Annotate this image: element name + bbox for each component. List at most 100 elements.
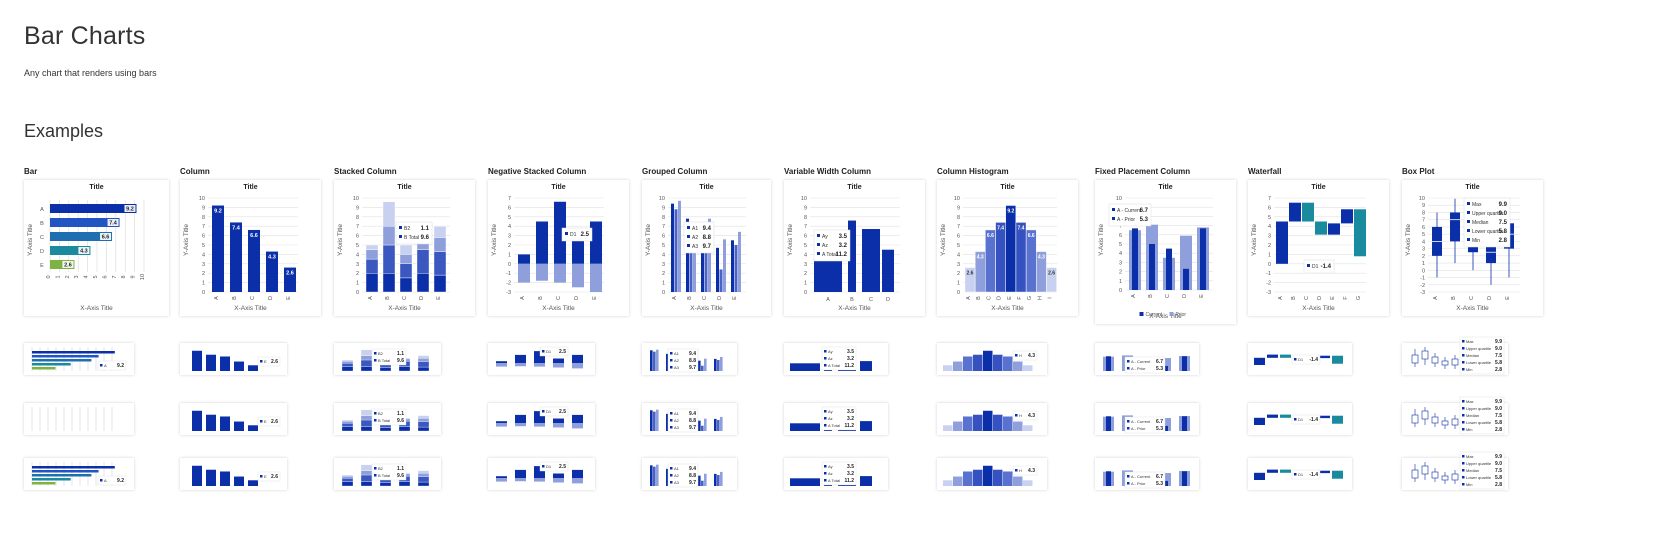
box [1421,465,1429,475]
bar [32,470,99,473]
tooltip-value: 11.2 [845,363,855,369]
tooltip-value: 9.9 [1499,202,1508,208]
y-tick-label: 3 [1268,234,1271,240]
bar-segment [360,359,373,367]
y-tick-label: 3 [662,262,665,268]
bar-segment [341,359,354,362]
bar [983,465,993,486]
tooltip-value: 2.8 [1499,238,1508,244]
bar [206,414,216,431]
mini-chart: E 2.6 [180,343,287,375]
mini-chart: D1 2.5 [488,403,595,435]
tooltip-value: 5.3 [1140,217,1149,223]
tooltip-name: A - Prior [1131,366,1146,371]
tooltip-value: 2.6 [271,359,278,365]
y-tick-label: 1 [1119,279,1122,285]
bar [234,421,244,431]
bar-negative [534,478,545,482]
box [1451,473,1459,481]
bar [698,420,701,431]
bar [714,358,717,371]
y-tick-label: 1 [202,281,205,287]
data-label: 6.6 [1028,233,1035,239]
tooltip-name: Median [1472,220,1489,226]
x-tick-label: D [1317,296,1323,300]
bar-segment [341,363,354,367]
bar-segment [360,474,373,482]
bar [698,475,701,486]
bar [704,418,707,431]
tooltip-swatch [1127,482,1130,485]
y-tick-label: -2 [506,281,511,287]
x-axis-title: X-Axis Title [388,305,421,312]
y-axis-title: Y-Axis Title [183,224,190,256]
bar [666,413,669,431]
bar-prior [1160,473,1171,486]
x-tick-label: E [1007,296,1013,300]
chart-label: Fixed Placement Column [1095,167,1191,176]
x-tick-label: D [419,296,425,300]
tooltip-swatch [374,419,377,422]
bar [943,425,953,431]
x-tick-label: A [1278,296,1284,300]
bar-segment [399,244,413,255]
x-axis-title: X-Axis Title [991,305,1024,312]
y-tick-label: 3 [1422,247,1425,253]
chart-label: Negative Stacked Column [488,167,587,176]
mini-chart: D1 -1.4 [1248,403,1352,435]
bar [1319,355,1330,359]
bar [234,361,244,371]
tooltip [1303,259,1335,274]
tooltip-swatch [1462,354,1465,357]
bar-segment [417,418,430,422]
bar-segment [360,481,373,487]
bar-positive [590,221,602,264]
bar-positive [518,254,530,264]
bar [1280,354,1291,358]
y-tick-label: 5 [1119,242,1122,248]
tooltip-name: Lower quartile [1466,420,1492,425]
tooltip-value: 9.4 [689,411,696,417]
x-tick-label: D [997,296,1003,300]
tooltip-value: 9.0 [1495,461,1502,467]
tooltip-value: 2.6 [271,419,278,425]
mini-chart: Max 9.9 Upper quartile 9.0 Median 7.5 Lower qu… [1402,451,1508,490]
bar-negative [553,423,564,428]
tooltip-name: A1 [692,226,698,232]
tooltip-name: A - Prior [1131,426,1146,431]
tooltip [821,346,857,371]
bar [1023,480,1033,486]
bar-current [1182,416,1187,431]
bar [973,354,983,371]
tooltip-value: 2.5 [559,464,566,470]
chart-label: Column [180,167,210,176]
tooltip-name: Ay [828,409,833,414]
y-tick-label: 7 [1119,224,1122,230]
tooltip-swatch [670,426,673,429]
tooltip-value: 3.5 [847,409,854,415]
x-tick-label: A [826,297,830,303]
chart-title: Title [1465,184,1479,191]
tooltip-swatch [399,235,402,238]
legend-swatch [1169,312,1174,316]
bar-segment [417,473,430,477]
chart-title: Title [847,184,861,191]
bar [1254,472,1265,480]
y-tick-label: 7 [804,224,807,230]
mini-chart: A - Current 6.7 A - Prior 5.3 [1095,403,1199,435]
mini-chart [24,403,134,435]
bar [32,466,115,469]
y-tick-label: 5 [1268,215,1271,221]
y-tick-label: 8 [202,215,205,221]
tooltip-value: 2.5 [559,349,566,355]
x-tick-label: B [687,296,693,300]
bar [32,478,71,481]
mini-chart-svg: A 9.2 [31,347,127,371]
